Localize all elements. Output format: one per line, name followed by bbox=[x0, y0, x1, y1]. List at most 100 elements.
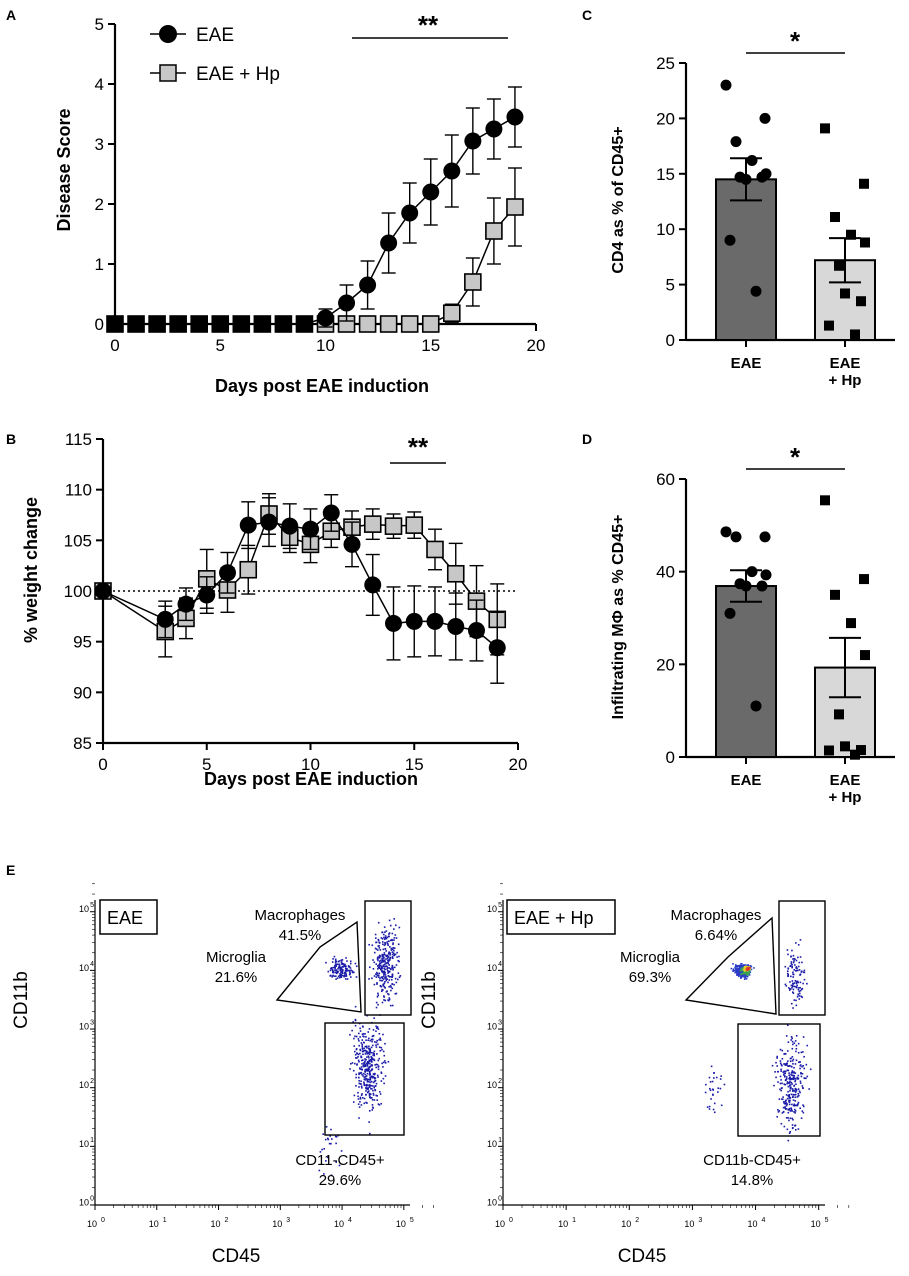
flow-event bbox=[788, 1101, 791, 1103]
flow-event bbox=[375, 1006, 378, 1009]
flow-event bbox=[335, 978, 337, 980]
flow-event bbox=[391, 987, 394, 990]
flow-event bbox=[383, 973, 385, 975]
flow-event bbox=[793, 1071, 795, 1073]
flow-event bbox=[359, 1049, 362, 1052]
flow-event bbox=[334, 958, 337, 961]
flow-event bbox=[381, 979, 384, 982]
flow-event bbox=[383, 967, 386, 970]
flow-event bbox=[736, 967, 738, 970]
flow-event bbox=[382, 964, 385, 966]
flow-event bbox=[361, 1033, 364, 1036]
flow-event bbox=[359, 1027, 361, 1030]
flow-event bbox=[784, 1075, 786, 1077]
flow-event bbox=[383, 926, 386, 928]
flow-event bbox=[784, 983, 787, 986]
y-tick-label: 10 bbox=[656, 220, 675, 239]
flow-event bbox=[367, 1078, 369, 1081]
flow-event bbox=[791, 1124, 794, 1126]
flow-event bbox=[359, 1036, 361, 1038]
flow-event bbox=[346, 969, 349, 972]
flow-event bbox=[732, 963, 734, 965]
flow-event bbox=[378, 957, 381, 959]
flow-event bbox=[377, 921, 380, 924]
flow-event bbox=[378, 1104, 381, 1106]
flow-event bbox=[379, 962, 381, 965]
flow-event bbox=[366, 1079, 369, 1082]
flow-event bbox=[323, 1173, 325, 1175]
flow-event bbox=[365, 1058, 367, 1061]
flow-event bbox=[366, 1102, 368, 1104]
flow-event bbox=[358, 1082, 360, 1085]
flow-event bbox=[381, 938, 384, 940]
flow-x-tick-exp: 2 bbox=[635, 1217, 639, 1224]
flow-event bbox=[795, 966, 798, 968]
flow-event bbox=[784, 1107, 786, 1109]
flow-event bbox=[794, 1110, 797, 1112]
flow-event bbox=[367, 1084, 369, 1087]
flow-event bbox=[338, 963, 341, 966]
category-label: EAE bbox=[830, 772, 861, 789]
flow-event bbox=[784, 1100, 787, 1103]
flow-event bbox=[376, 995, 379, 998]
flow-event bbox=[397, 959, 399, 962]
flow-event bbox=[792, 971, 794, 974]
data-point bbox=[750, 700, 762, 712]
flow-event bbox=[366, 1072, 369, 1075]
flow-event bbox=[803, 1077, 806, 1080]
flow-event bbox=[375, 1030, 377, 1033]
panel-a-significance: ** bbox=[418, 10, 439, 40]
flow-event bbox=[789, 1077, 792, 1079]
flow-event bbox=[379, 1091, 381, 1093]
flow-event bbox=[380, 1071, 383, 1074]
flow-event bbox=[709, 1081, 712, 1083]
flow-event bbox=[787, 953, 789, 956]
x-tick-label: 0 bbox=[98, 755, 107, 774]
flow-event bbox=[388, 970, 391, 973]
flow-event bbox=[372, 1054, 374, 1056]
flow-event bbox=[746, 967, 749, 969]
x-tick-label: 15 bbox=[421, 336, 440, 355]
flow-event bbox=[739, 970, 741, 973]
flow-event bbox=[374, 1089, 377, 1092]
flow-y-tick-exp: 1 bbox=[498, 1137, 502, 1144]
flow-event bbox=[708, 1105, 711, 1108]
flow-event bbox=[386, 942, 389, 945]
flow-event bbox=[381, 990, 383, 993]
flow-event bbox=[742, 974, 744, 977]
flow-x-tick-exp: 3 bbox=[698, 1217, 702, 1224]
flow-event bbox=[343, 965, 346, 967]
flow-event bbox=[360, 1042, 363, 1044]
panel-label-d: D bbox=[582, 431, 592, 447]
flow-right-microglia-label: Microglia bbox=[620, 949, 681, 966]
flow-event bbox=[744, 970, 746, 972]
flow-event bbox=[734, 969, 736, 972]
flow-event bbox=[794, 1080, 796, 1083]
flow-event bbox=[331, 968, 333, 970]
flow-event bbox=[784, 1083, 786, 1086]
flow-event bbox=[367, 1052, 370, 1055]
flow-event bbox=[800, 1072, 802, 1075]
category-label: + Hp bbox=[829, 372, 862, 389]
panel-e-left-ylabel: CD11b bbox=[11, 971, 32, 1029]
flow-event bbox=[331, 1138, 333, 1140]
flow-event bbox=[749, 964, 751, 967]
flow-event bbox=[357, 1053, 360, 1056]
flow-event bbox=[791, 1040, 794, 1043]
flow-event bbox=[361, 1093, 363, 1095]
flow-event bbox=[337, 960, 340, 963]
flow-event bbox=[378, 965, 381, 967]
flow-event bbox=[383, 963, 386, 966]
flow-x-tick-label: 10 bbox=[334, 1219, 344, 1229]
flow-event bbox=[792, 961, 795, 964]
flow-event bbox=[339, 969, 342, 972]
flow-event bbox=[389, 957, 391, 960]
flow-event bbox=[369, 1062, 371, 1065]
flow-event bbox=[385, 937, 388, 940]
flow-event bbox=[334, 961, 337, 964]
flow-event bbox=[706, 1106, 709, 1108]
flow-event bbox=[791, 986, 793, 989]
flow-event bbox=[384, 987, 386, 989]
flow-event bbox=[366, 1047, 368, 1049]
flow-event bbox=[370, 1055, 373, 1058]
